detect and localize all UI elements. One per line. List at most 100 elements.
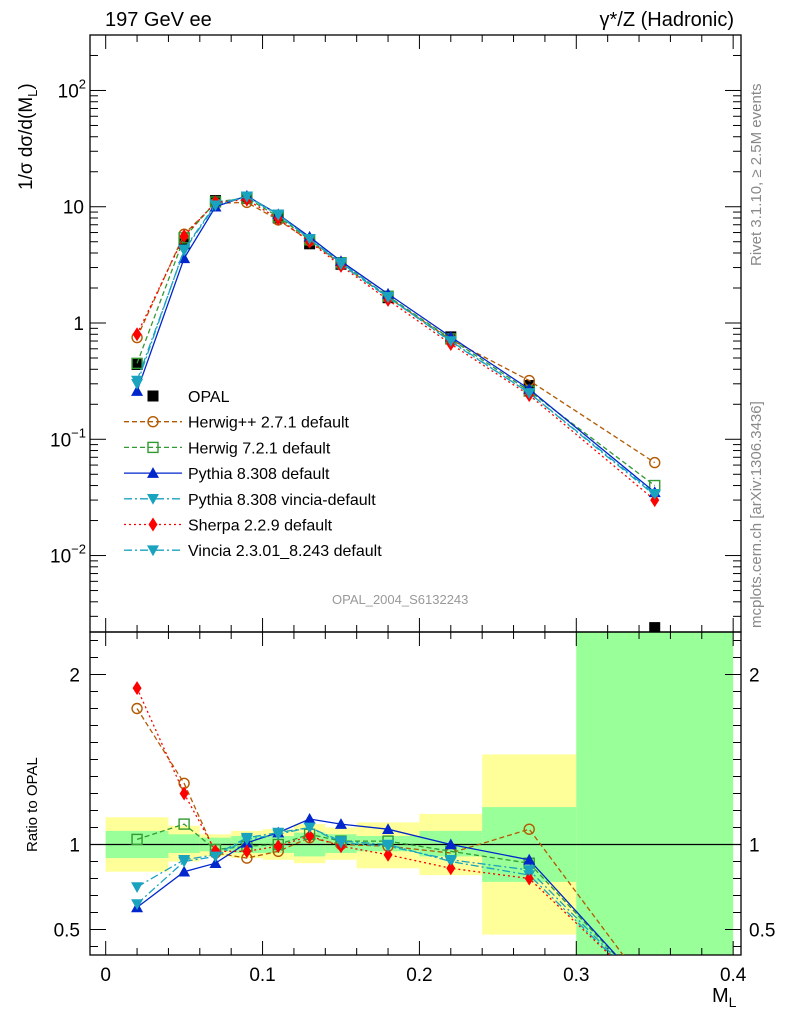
ratio-line-herwigpp [136,708,624,955]
point-vincia [272,210,285,221]
y-tick-label: 1 [73,314,84,335]
ratio-point-vincia [178,856,191,868]
ratio-series-vincia [131,822,614,955]
ratio-point-pythia_vincia [131,882,144,893]
x-tick-label: 0.3 [563,965,589,986]
point-vincia [240,191,253,203]
x-tick-label: 0.2 [406,965,432,986]
ratio-point-pythia [334,818,347,829]
point-vincia [648,488,661,500]
point-vincia [178,245,191,257]
ratio-point-herwig7 [131,833,143,846]
x-tick-label: 0.4 [720,965,747,986]
series-sherpa [132,192,660,508]
legend-label-herwig7: Herwig 7.2.1 default [188,440,331,457]
ratio-series-group [131,681,661,1005]
y-tick-label: 10 [63,198,84,219]
x-axis-title: ML [712,985,736,1010]
y-tick-label: 102 [58,76,86,102]
ratio-point-vincia [444,855,457,866]
legend-label-vincia: Vincia 2.3.01_8.243 default [188,543,382,560]
legend-label-pythia: Pythia 8.308 default [188,466,330,483]
legend-marker-opal [147,390,159,402]
ratio-point-vincia [303,822,316,834]
ratio-point-vincia [382,841,395,853]
ratio-y-tick-label: 2 [69,666,80,687]
point-vincia [444,336,457,348]
ratio-point-vincia [131,899,144,910]
ratio-point-sherpa [383,847,393,862]
x-title-sub: L [728,994,737,1010]
main-series-group [131,189,661,632]
ratio-point-vincia [240,834,253,846]
y-tick-label: 10−1 [50,425,86,451]
point-opal [649,622,661,632]
y-tick-label: 10−2 [50,542,86,568]
ratio-point-pythia_vincia [649,993,661,1004]
point-vincia [523,388,536,400]
ratio-point-herwig7 [650,993,660,1003]
ratio-point-pythia [178,865,191,877]
ratio-point-pythia [382,823,395,834]
legend-marker-pythia [147,467,159,478]
ratio-point-sherpa [132,681,142,696]
ratio-point-herwigpp [523,823,535,835]
ratio-y-tick-label: 1 [69,836,80,857]
ratio-band-inner [168,834,200,853]
point-sherpa [179,229,189,244]
series-line-vincia [136,196,656,495]
series-opal [131,192,661,632]
legend-label-opal: OPAL [188,389,230,406]
ratio-point-sherpa [179,786,189,801]
legend: OPAL Herwig++ 2.7.1 default Herwig 7.2.1 d… [124,389,382,560]
ratio-point-vincia [334,838,347,849]
ratio-bands [105,632,734,955]
ratio-y-tick-label-right: 1 [749,836,760,857]
point-vincia [303,233,316,245]
point-sherpa [650,493,660,508]
x-title-text: M [712,985,729,1007]
legend-marker-vincia [147,545,159,557]
x-tick-label: 0 [100,965,111,986]
legend-marker-pythia_vincia [147,494,159,505]
ratio-point-vincia [272,829,285,841]
header-left: 197 GeV ee [105,9,212,31]
ratio-point-herwigpp [650,993,660,1003]
ratio-point-sherpa [446,861,456,876]
analysis-watermark: OPAL_2004_S6132243 [332,592,469,607]
point-herwig7 [131,357,143,370]
legend-label-sherpa: Sherpa 2.2.9 default [188,518,333,535]
ratio-point-pythia [444,838,457,850]
ratio-point-pythia [303,813,316,824]
ratio-point-sherpa [305,829,315,843]
ratio-y-tick-label-right: 0.5 [749,921,775,942]
point-pythia [178,252,191,264]
ratio-point-herwig7 [178,818,190,830]
ratio-point-vincia [209,851,222,863]
x-tick-label: 0.1 [249,965,275,986]
point-opal [131,358,143,370]
ratio-point-sherpa [524,871,534,886]
point-vincia [131,375,144,387]
ratio-point-pythia [523,853,536,865]
series-vincia [131,191,661,500]
legend-marker-herwig7 [147,441,159,454]
point-vincia [382,292,395,304]
point-vincia [334,259,347,271]
header-right: γ*/Z (Hadronic) [599,9,734,31]
point-opal [178,238,190,250]
ratio-y-tick-label-right: 2 [749,666,760,687]
ratio-point-sherpa [242,844,252,859]
ratio-point-pythia [649,992,661,1003]
ratio-line-pythia_vincia [136,826,613,955]
ratio-point-pythia [209,857,222,868]
ratio-point-sherpa [650,991,659,1005]
ratio-point-sherpa [273,839,283,854]
point-sherpa [132,327,142,342]
point-pythia [131,385,144,396]
ratio-point-vincia [523,865,536,876]
ratio-band-inner [576,632,734,955]
ratio-y-tick-label: 0.5 [54,921,80,942]
legend-label-herwigpp: Herwig++ 2.7.1 default [188,415,350,432]
